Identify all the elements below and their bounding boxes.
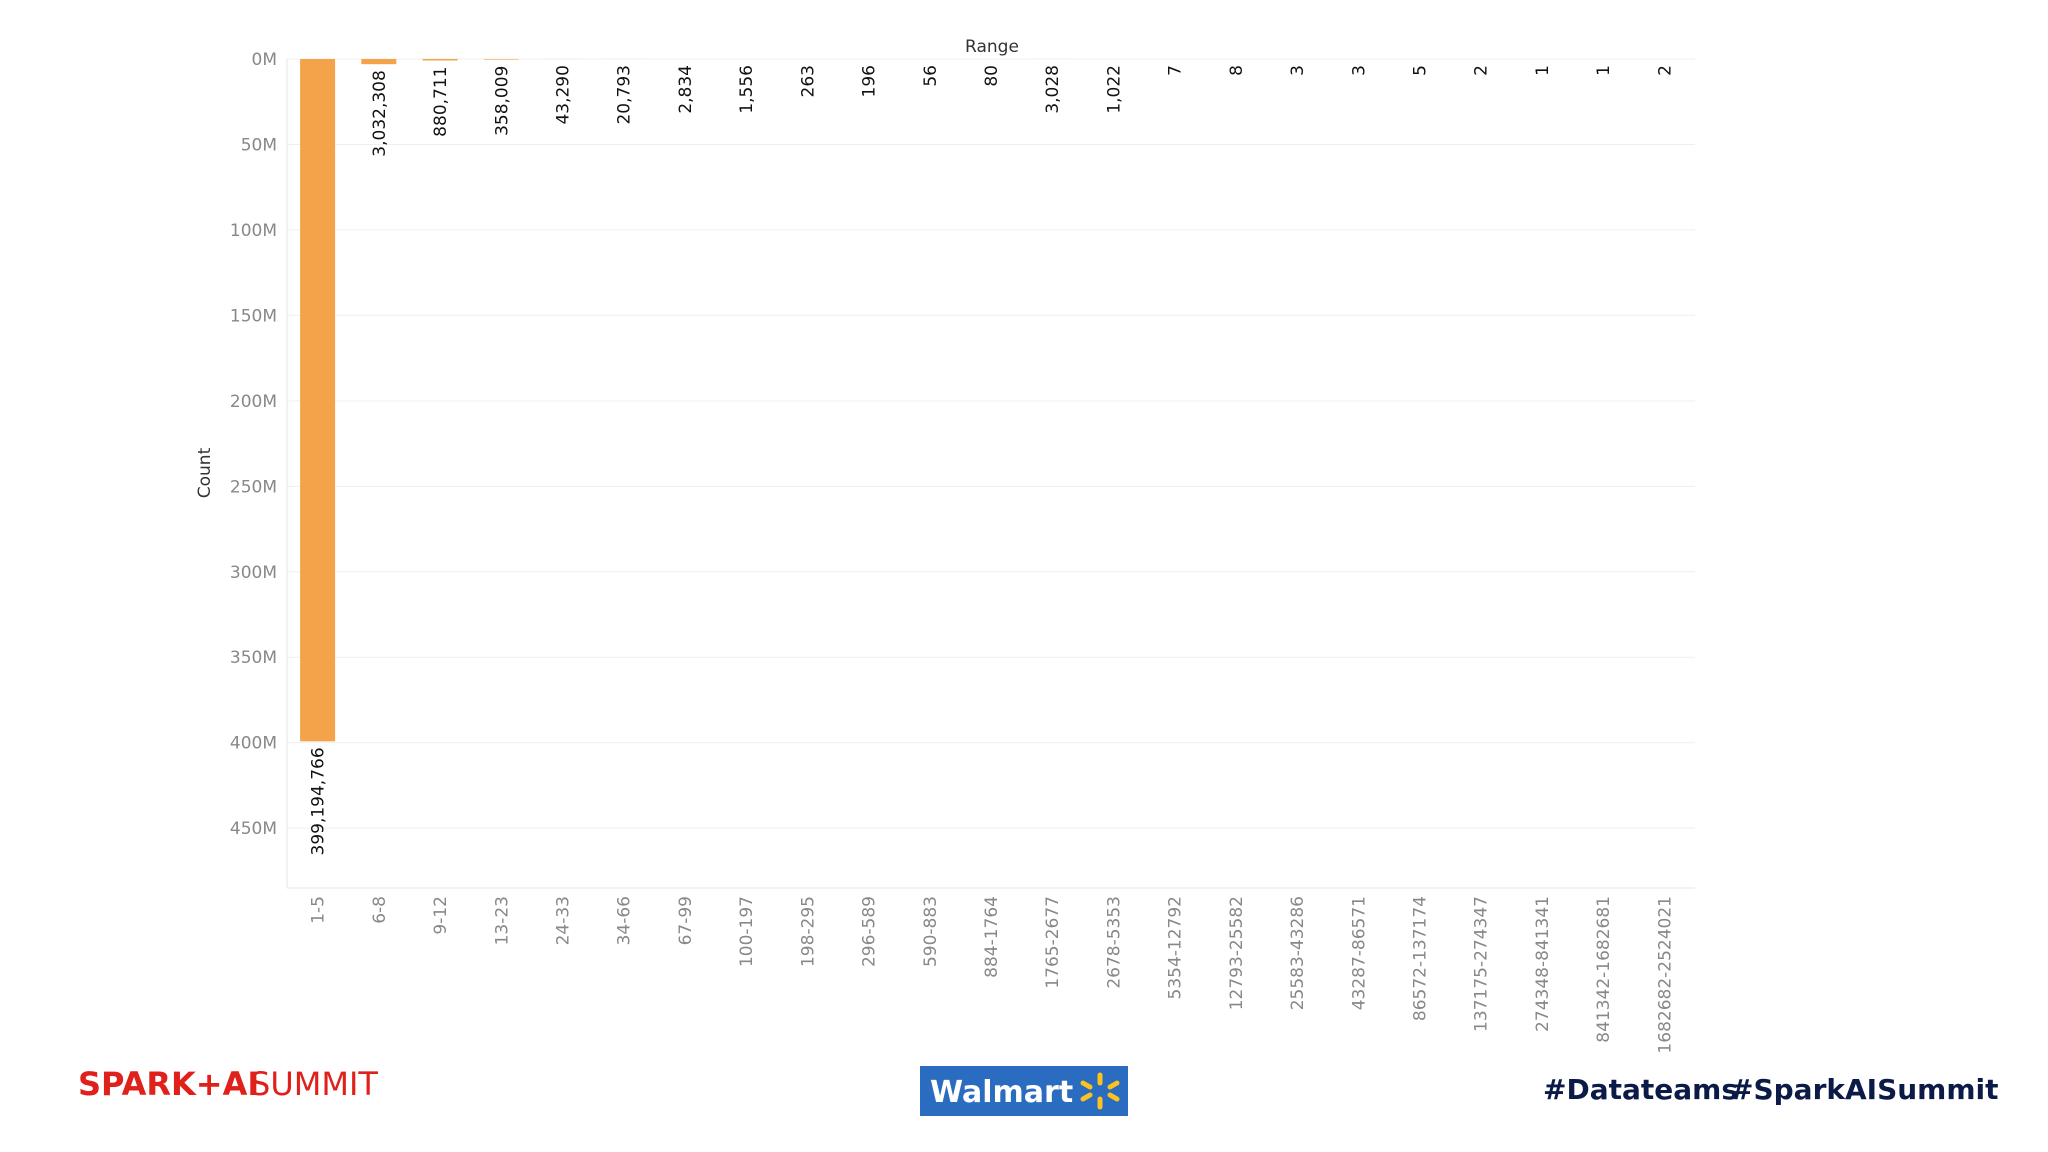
y-tick-label: 0M — [252, 50, 277, 70]
x-tick-label: 841342-1682681 — [1594, 896, 1614, 1043]
x-tick-label: 590-883 — [921, 896, 941, 967]
y-tick-label: 50M — [241, 135, 277, 155]
x-tick-label: 100-197 — [737, 896, 757, 967]
spark-ray — [1107, 1092, 1120, 1102]
y-tick-label: 100M — [230, 221, 277, 241]
value-label: 196 — [860, 65, 880, 97]
value-label: 358,009 — [492, 66, 512, 136]
brand: SPARK+AI — [78, 1065, 259, 1103]
y-tick-label: 150M — [230, 306, 277, 326]
x-tick-label: 9-12 — [431, 896, 451, 935]
x-tick-label: 274348-841341 — [1533, 896, 1553, 1032]
value-label: 56 — [921, 65, 941, 87]
sponsor-logo — [920, 1066, 1128, 1116]
value-label: 2 — [1472, 65, 1492, 76]
x-tick-label: 24-33 — [553, 896, 573, 945]
hashtag: #Datateams — [1543, 1073, 1738, 1106]
x-tick-label: 67-99 — [676, 896, 696, 945]
x-tick-label: 198-295 — [798, 896, 818, 967]
value-label: 263 — [798, 65, 818, 97]
x-tick-label: 137175-274347 — [1472, 896, 1492, 1032]
value-label: 43,290 — [553, 65, 573, 124]
x-tick-label: 86572-137174 — [1411, 896, 1431, 1021]
x-tick-label: 13-23 — [492, 896, 512, 945]
spark-ray — [1080, 1092, 1093, 1102]
x-tick-label: 12793-25582 — [1227, 896, 1247, 1010]
value-label: 80 — [982, 65, 1002, 87]
x-tick-label: 6-8 — [370, 896, 390, 924]
x-tick-label: 884-1764 — [982, 896, 1002, 978]
x-axis-title: Range — [965, 37, 1019, 57]
hashtag: #SparkAISummit — [1730, 1073, 1999, 1106]
value-label: 2,834 — [676, 65, 696, 114]
x-tick-label: 25583-43286 — [1288, 896, 1308, 1010]
value-label: 5 — [1411, 65, 1431, 76]
y-tick-label: 250M — [230, 477, 277, 497]
x-tick-label: 1682682-2524021 — [1655, 896, 1675, 1054]
y-tick-label: 400M — [230, 734, 277, 754]
x-tick-label: 34-66 — [615, 896, 635, 945]
y-axis-title: Count — [195, 447, 215, 498]
bar — [361, 59, 397, 65]
spark-ray — [1080, 1080, 1093, 1090]
value-label: 1,556 — [737, 65, 757, 114]
x-tick-label: 1-5 — [309, 896, 329, 924]
event: SUMMIT — [250, 1065, 378, 1103]
value-label: 3,028 — [1043, 65, 1063, 114]
x-tick-label: 296-589 — [860, 896, 880, 967]
x-tick-label: 43287-86571 — [1349, 896, 1369, 1010]
y-tick-label: 200M — [230, 392, 277, 412]
value-label: 3,032,308 — [370, 70, 390, 157]
value-label: 3 — [1288, 65, 1308, 76]
bar — [483, 59, 519, 60]
spark-ray — [1107, 1080, 1120, 1090]
value-label: 880,711 — [431, 67, 451, 137]
value-label: 1 — [1594, 65, 1614, 76]
value-label: 3 — [1349, 65, 1369, 76]
x-tick-label: 5354-12792 — [1166, 896, 1186, 999]
bar — [300, 59, 336, 742]
x-tick-label: 2678-5353 — [1104, 896, 1124, 989]
value-label: 7 — [1166, 65, 1186, 76]
y-tick-label: 300M — [230, 563, 277, 583]
x-tick-label: 1765-2677 — [1043, 896, 1063, 989]
y-tick-label: 350M — [230, 648, 277, 668]
value-label: 1,022 — [1104, 65, 1124, 114]
value-label: 8 — [1227, 65, 1247, 76]
value-label: 399,194,766 — [309, 747, 329, 855]
sponsor: Walmart — [930, 1075, 1073, 1110]
value-label: 2 — [1655, 65, 1675, 76]
spark-icon — [1080, 1072, 1120, 1110]
value-label: 20,793 — [615, 65, 635, 124]
bar — [422, 59, 458, 61]
value-label: 1 — [1533, 65, 1553, 76]
y-tick-label: 450M — [230, 819, 277, 839]
